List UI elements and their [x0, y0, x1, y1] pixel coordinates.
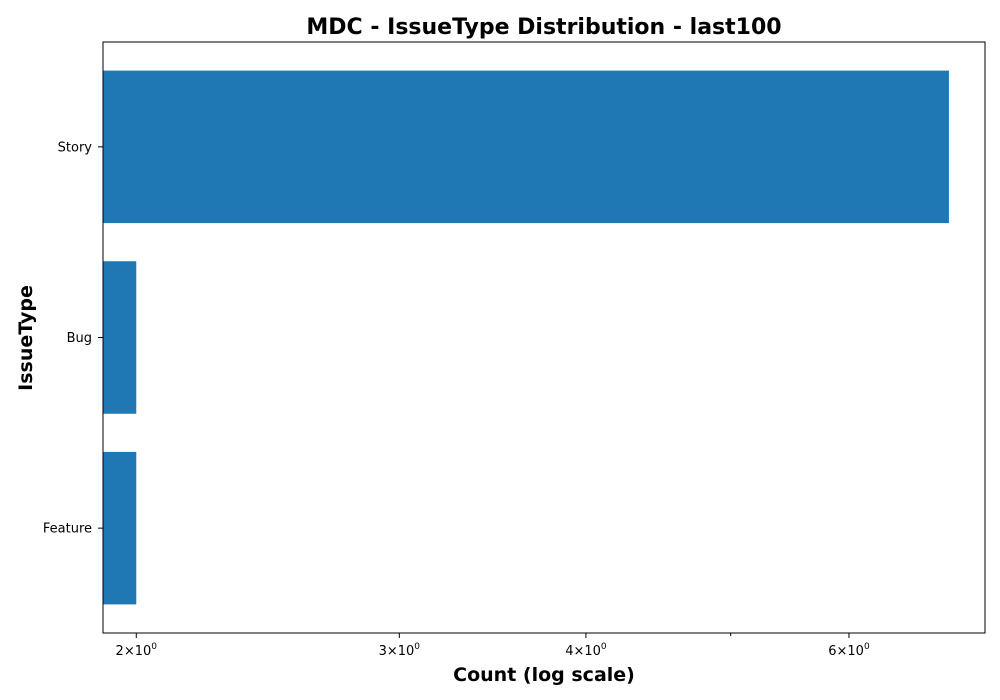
y-tick-label: Story — [58, 140, 93, 155]
x-axis-ticks: 2×100 3×100 4×100 6×100 — [116, 633, 870, 659]
x-axis-label: Count (log scale) — [453, 664, 635, 686]
x-tick-label: 6×100 — [828, 642, 870, 659]
bar-story — [103, 70, 949, 224]
x-tick-label: 4×100 — [565, 642, 607, 659]
bar-feature — [103, 451, 137, 605]
chart-title: MDC - IssueType Distribution - last100 — [306, 15, 781, 40]
bars-group — [103, 70, 949, 605]
y-tick-label: Bug — [67, 331, 92, 346]
x-tick-label: 2×100 — [116, 642, 158, 659]
x-tick-label: 3×100 — [379, 642, 421, 659]
bar-bug — [103, 261, 137, 414]
y-axis-label: IssueType — [15, 285, 37, 391]
y-tick-label: Feature — [43, 522, 92, 537]
y-axis-ticks: Story Bug Feature — [43, 140, 103, 537]
